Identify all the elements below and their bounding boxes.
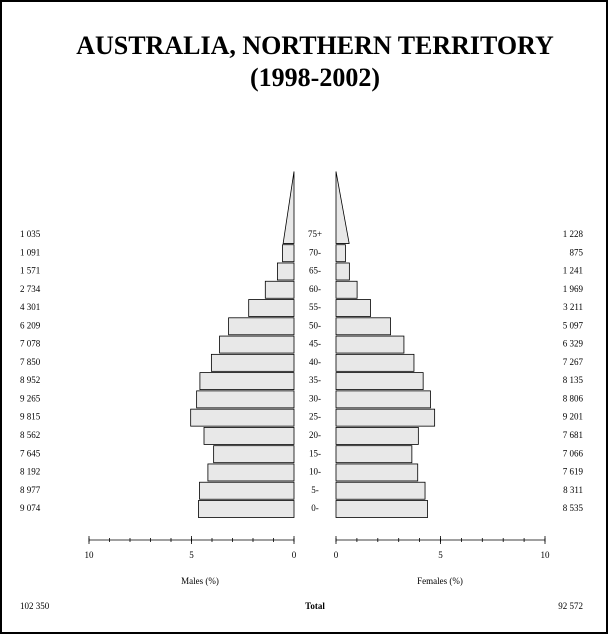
age-label: 50-: [309, 320, 321, 330]
count-label: 3 211: [563, 302, 583, 312]
count-label: 8 562: [20, 430, 40, 440]
count-label: 8 535: [563, 503, 584, 513]
count-label: 8 977: [20, 485, 41, 495]
count-label: 5 097: [563, 320, 584, 330]
age-label: 40-: [309, 357, 321, 367]
bar: [264, 280, 295, 299]
bar: [335, 317, 391, 336]
bar: [228, 317, 295, 336]
count-label: 8 135: [563, 375, 584, 385]
count-label: 9 815: [20, 412, 41, 422]
bar: [203, 427, 295, 445]
age-label: 45-: [309, 339, 321, 349]
count-label: 8 806: [563, 393, 584, 403]
x-tick-label: 10: [85, 550, 95, 560]
count-label: 7 850: [20, 357, 41, 367]
count-label: 7 078: [20, 339, 41, 349]
count-label: 1 571: [20, 266, 40, 276]
count-label: 1 969: [563, 284, 584, 294]
age-label: 70-: [309, 247, 321, 257]
chart-subtitle: (1998-2002): [250, 63, 380, 92]
count-label: 7 619: [563, 467, 584, 477]
age-label: 20-: [309, 430, 321, 440]
count-label: 7 066: [563, 448, 584, 458]
bar: [210, 353, 295, 372]
bar: [282, 244, 295, 263]
total-label: Total: [305, 601, 325, 611]
count-label: 8 952: [20, 375, 40, 385]
bar: [282, 171, 295, 244]
bar: [335, 244, 346, 263]
count-label: 7 681: [563, 430, 583, 440]
count-label: 1 241: [563, 266, 583, 276]
bar: [335, 427, 419, 445]
bar: [335, 299, 371, 317]
count-label: 6 209: [20, 320, 41, 330]
bar: [335, 408, 436, 427]
age-label: 0-: [311, 503, 319, 513]
count-label: 875: [570, 247, 584, 257]
age-label: 30-: [309, 393, 321, 403]
age-label: 35-: [309, 375, 321, 385]
total-value: 102 350: [20, 601, 50, 611]
bar: [207, 463, 295, 482]
bar: [196, 390, 295, 409]
bar: [248, 299, 295, 317]
count-label: 2 734: [20, 284, 41, 294]
bar: [335, 335, 405, 354]
count-label: 9 074: [20, 503, 41, 513]
bar: [335, 481, 426, 500]
age-label: 75+: [308, 229, 322, 239]
x-tick-label: 0: [292, 550, 297, 560]
count-label: 8 311: [563, 485, 583, 495]
bar: [276, 262, 295, 281]
bar: [335, 390, 431, 409]
age-label: 10-: [309, 467, 321, 477]
chart-title: AUSTRALIA, NORTHERN TERRITORY: [76, 31, 554, 60]
count-label: 7 645: [20, 448, 41, 458]
total-value: 92 572: [558, 601, 583, 611]
age-label: 65-: [309, 266, 321, 276]
age-label: 5-: [311, 485, 319, 495]
axis-label: Males (%): [181, 576, 219, 586]
age-label: 60-: [309, 284, 321, 294]
count-label: 6 329: [563, 339, 584, 349]
x-tick-label: 5: [438, 550, 443, 560]
bar: [335, 280, 358, 299]
age-label: 25-: [309, 412, 321, 422]
bar: [190, 408, 295, 427]
count-label: 8 192: [20, 467, 40, 477]
bar: [335, 372, 424, 391]
bar: [199, 481, 295, 500]
x-tick-label: 5: [189, 550, 194, 560]
count-label: 9 265: [20, 393, 41, 403]
bar: [199, 372, 295, 391]
age-label: 15-: [309, 448, 321, 458]
bar: [335, 500, 428, 518]
count-label: 1 091: [20, 247, 40, 257]
bar: [335, 353, 415, 372]
bar: [335, 262, 350, 281]
x-tick-label: 0: [334, 550, 339, 560]
count-label: 1 228: [563, 229, 584, 239]
bar: [198, 500, 295, 518]
bar: [335, 445, 413, 464]
bar: [213, 445, 295, 464]
bar: [335, 463, 419, 482]
x-tick-label: 10: [541, 550, 551, 560]
axis-label: Females (%): [417, 576, 463, 586]
count-label: 1 035: [20, 229, 41, 239]
count-label: 9 201: [563, 412, 583, 422]
count-label: 4 301: [20, 302, 40, 312]
age-label: 55-: [309, 302, 321, 312]
bar: [335, 171, 350, 244]
bar: [219, 335, 295, 354]
count-label: 7 267: [563, 357, 584, 367]
